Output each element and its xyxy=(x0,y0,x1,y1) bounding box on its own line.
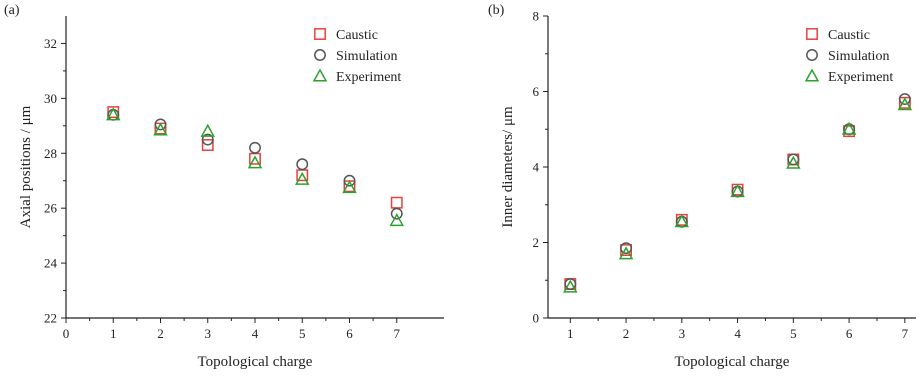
simulation-point xyxy=(898,93,911,106)
y-tick-label: 2 xyxy=(533,235,540,250)
panel-label: (a) xyxy=(4,3,20,18)
caustic-point xyxy=(201,139,214,151)
x-tick-label: 5 xyxy=(299,326,306,341)
panel-a-axial-positions: (a) 0 1 2 3 4 5 6 7 22 24 26 28 30 32 Topological charg… xyxy=(4,3,444,370)
experiment-point xyxy=(247,155,263,169)
x-tick-label: 7 xyxy=(902,326,909,341)
experiment-point xyxy=(897,97,913,111)
y-tick-label: 22 xyxy=(44,311,57,326)
legend-label-caustic: Caustic xyxy=(828,28,870,43)
legend-marker-experiment xyxy=(804,68,820,82)
x-tick-label: 1 xyxy=(567,326,574,341)
y-tick-label: 8 xyxy=(533,9,540,24)
experiment-point xyxy=(389,213,405,227)
experiment-point xyxy=(153,122,168,136)
legend-label-experiment: Experiment xyxy=(828,70,893,85)
legend-marker-simulation xyxy=(314,49,326,61)
series-caustic xyxy=(564,96,911,290)
experiment-point xyxy=(786,155,801,169)
y-tick-label: 6 xyxy=(533,84,540,99)
x-axis-title: Topological charge xyxy=(675,354,790,370)
simulation-point xyxy=(343,174,356,187)
legend-marker-simulation xyxy=(806,49,818,61)
y-tick-label: 32 xyxy=(44,36,57,51)
y-tick-label: 24 xyxy=(44,256,58,271)
experiment-point xyxy=(674,214,690,228)
series-experiment xyxy=(105,107,405,227)
simulation-point xyxy=(154,118,167,131)
legend-label-simulation: Simulation xyxy=(828,49,889,64)
x-tick-label: 6 xyxy=(846,326,853,341)
y-tick-label: 30 xyxy=(44,91,57,106)
simulation-point xyxy=(296,158,309,171)
legend-marker-caustic xyxy=(314,28,326,40)
simulation-point xyxy=(249,141,261,154)
y-tick-label: 26 xyxy=(44,201,58,216)
x-tick-label: 1 xyxy=(110,326,117,341)
x-tick-label: 4 xyxy=(252,326,259,341)
experiment-point xyxy=(730,184,745,198)
legend-label-simulation: Simulation xyxy=(336,49,397,64)
x-axis-title: Topological charge xyxy=(198,354,313,370)
simulation-point xyxy=(390,207,403,220)
experiment-point xyxy=(200,123,216,137)
experiment-point xyxy=(294,171,310,185)
panel-label: (b) xyxy=(488,3,505,18)
series-simulation xyxy=(107,108,403,220)
legend: Caustic Simulation Experiment xyxy=(312,28,401,85)
y-axis-title: Axial positions / μm xyxy=(18,105,34,228)
x-tick-label: 2 xyxy=(157,326,164,341)
experiment-point xyxy=(342,180,357,194)
legend-marker-caustic xyxy=(806,28,818,40)
series-experiment xyxy=(563,97,913,293)
x-tick-label: 0 xyxy=(63,326,70,341)
y-tick-label: 28 xyxy=(44,146,57,161)
series-simulation xyxy=(564,93,911,290)
legend-label-caustic: Caustic xyxy=(336,28,378,43)
experiment-point xyxy=(618,246,634,260)
simulation-point xyxy=(787,153,800,166)
x-tick-label: 7 xyxy=(394,326,401,341)
x-tick-label: 3 xyxy=(679,326,686,341)
x-tick-label: 3 xyxy=(205,326,212,341)
x-tick-label: 2 xyxy=(623,326,630,341)
legend-marker-experiment xyxy=(312,68,328,82)
experiment-point xyxy=(841,121,857,135)
simulation-point xyxy=(201,133,214,146)
panel-b-inner-diameters: (b) 1 2 3 4 5 6 7 0 2 4 6 8 Topological charge Inner d… xyxy=(488,3,916,370)
caustic-point xyxy=(390,196,403,209)
x-tick-label: 5 xyxy=(790,326,797,341)
experiment-point xyxy=(105,107,121,121)
legend: Caustic Simulation Experiment xyxy=(804,28,893,85)
x-tick-label: 6 xyxy=(346,326,353,341)
y-tick-label: 0 xyxy=(533,311,540,326)
y-axis-title: Inner diameters/ μm xyxy=(500,106,516,228)
legend-label-experiment: Experiment xyxy=(336,70,401,85)
simulation-point xyxy=(564,278,577,290)
simulation-point xyxy=(620,242,633,255)
experiment-point xyxy=(563,279,578,293)
y-tick-label: 4 xyxy=(533,160,540,175)
x-tick-label: 4 xyxy=(734,326,741,341)
